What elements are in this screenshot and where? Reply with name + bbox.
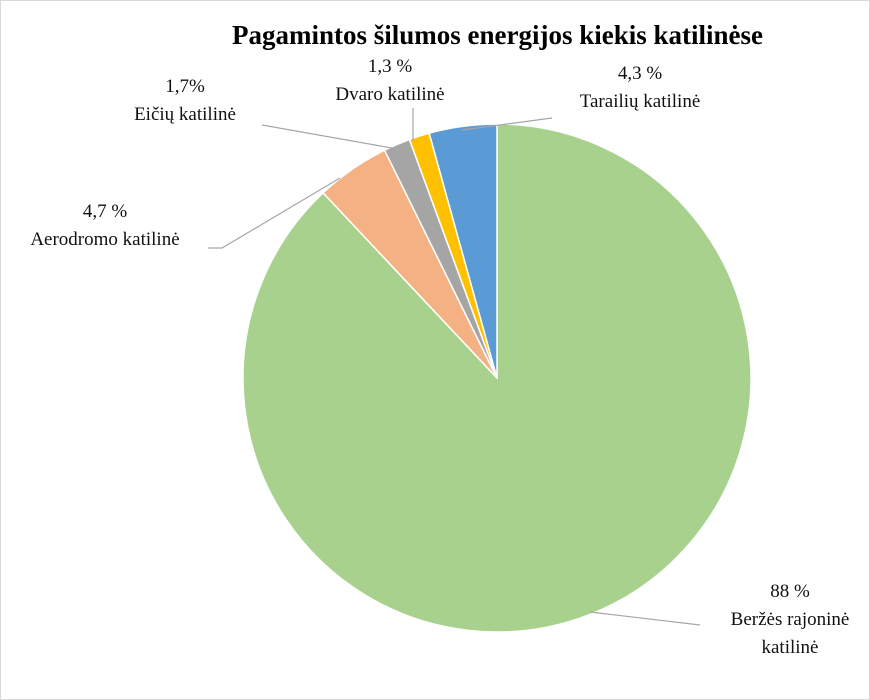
category-label: Dvaro katilinė <box>335 84 445 105</box>
value-label: 1,3 % <box>367 56 413 77</box>
leader-line <box>589 611 701 626</box>
leader-line <box>208 177 341 249</box>
chart-title: Pagamintos šilumos energijos kiekis kati… <box>231 20 764 50</box>
value-label: 1,7% <box>165 76 205 97</box>
data-label: 1,3 % Dvaro katilinė <box>305 53 475 109</box>
category-label: Aerodromo katilinė <box>30 229 180 250</box>
data-label: 1,7% Eičių katilinė <box>100 73 270 129</box>
leader-line <box>261 124 393 149</box>
value-label: 4,7 % <box>82 201 128 222</box>
category-label: Eičių katilinė <box>134 104 236 125</box>
value-label: 4,3 % <box>617 63 663 84</box>
leader-lines <box>208 108 701 626</box>
data-label: 88 % Beržės rajoninė katilinė <box>715 578 865 662</box>
data-label: 4,3 % Tarailių katilinė <box>555 60 725 116</box>
value-label: 88 % <box>770 581 810 602</box>
leader-line <box>461 117 553 131</box>
category-label: Tarailių katilinė <box>579 91 701 112</box>
data-label: 4,7 % Aerodromo katilinė <box>20 198 190 254</box>
category-label: Beržės rajoninė katilinė <box>730 609 850 658</box>
pie-slice <box>428 123 498 379</box>
